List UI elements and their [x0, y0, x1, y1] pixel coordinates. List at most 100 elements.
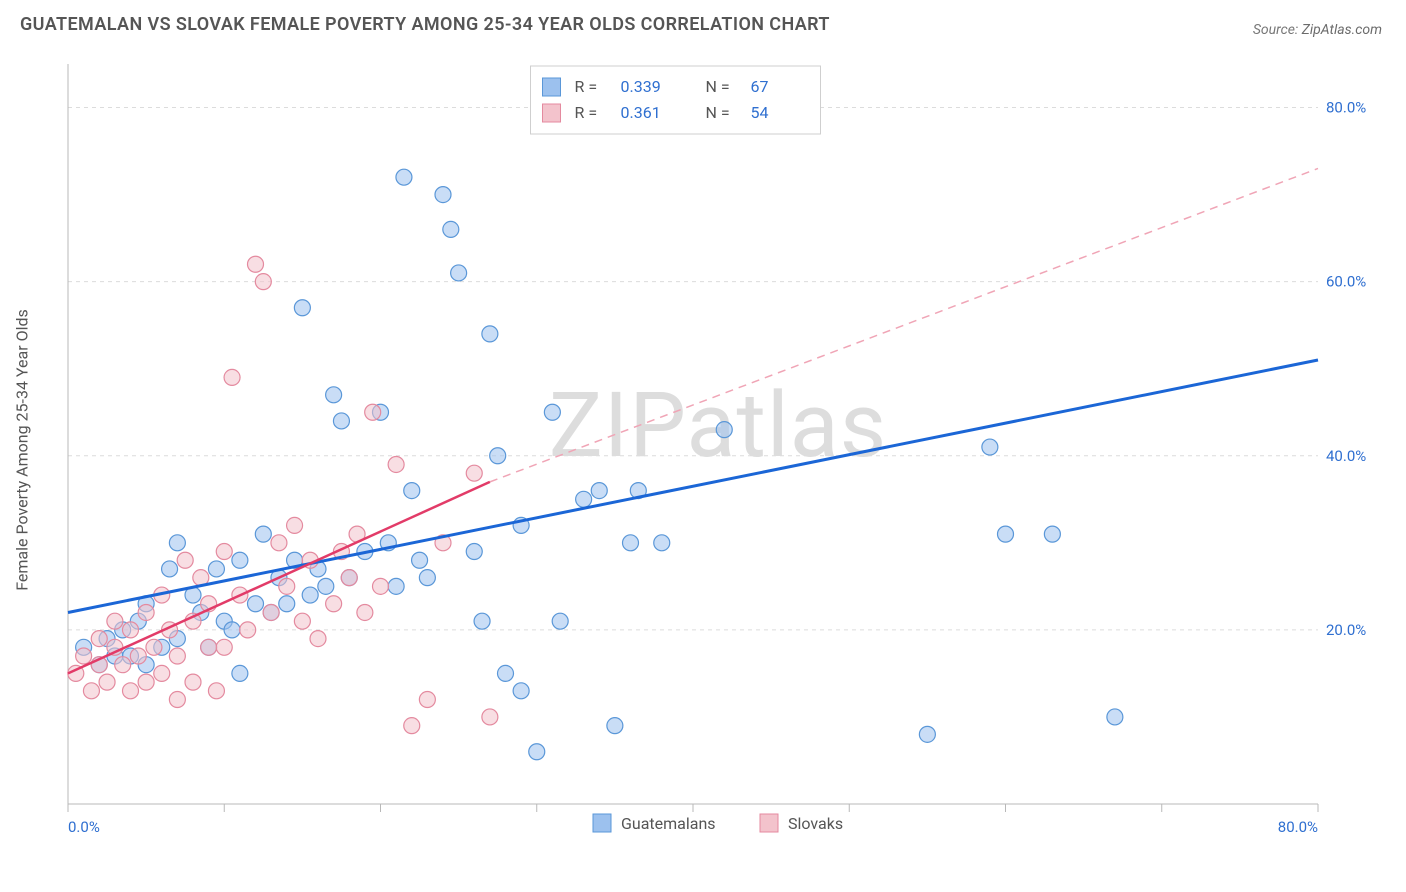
scatter-point-slovaks [146, 639, 162, 655]
scatter-point-slovaks [185, 674, 201, 690]
scatter-point-slovaks [201, 639, 217, 655]
legend: Guatemalans Slovaks [593, 814, 843, 833]
y-tick-label: 40.0% [1326, 447, 1366, 465]
scatter-point-slovaks [169, 648, 185, 664]
stats-n-label: N = [706, 103, 730, 122]
scatter-point-slovaks [263, 604, 279, 620]
stats-r-label: R = [575, 103, 598, 122]
scatter-point-slovaks [419, 692, 435, 708]
y-tick-label: 80.0% [1326, 99, 1366, 117]
scatter-point-slovaks [123, 622, 139, 638]
chart-svg: ZIPatlas0.0%80.0%20.0%40.0%60.0%80.0%R =… [40, 54, 1376, 846]
scatter-point-guatemalans [716, 422, 732, 438]
scatter-point-slovaks [357, 604, 373, 620]
scatter-point-guatemalans [490, 448, 506, 464]
scatter-point-slovaks [216, 544, 232, 560]
scatter-point-guatemalans [466, 544, 482, 560]
scatter-point-guatemalans [919, 726, 935, 742]
scatter-point-guatemalans [482, 326, 498, 342]
source-attribution: Source: ZipAtlas.com [1253, 22, 1382, 38]
scatter-point-slovaks [83, 683, 99, 699]
scatter-point-slovaks [365, 404, 381, 420]
stats-n-value: 54 [751, 103, 769, 122]
scatter-point-slovaks [373, 578, 389, 594]
source-value: ZipAtlas.com [1302, 22, 1382, 38]
scatter-point-guatemalans [451, 265, 467, 281]
scatter-point-guatemalans [529, 744, 545, 760]
scatter-point-slovaks [99, 674, 115, 690]
scatter-point-guatemalans [552, 613, 568, 629]
legend-label: Slovaks [788, 814, 843, 833]
scatter-point-slovaks [115, 657, 131, 673]
legend-label: Guatemalans [621, 814, 716, 833]
scatter-point-guatemalans [326, 387, 342, 403]
scatter-point-guatemalans [419, 570, 435, 586]
y-axis-label: Female Poverty Among 25-34 Year Olds [13, 309, 32, 591]
scatter-point-slovaks [341, 570, 357, 586]
stats-r-value: 0.361 [621, 103, 661, 122]
scatter-point-guatemalans [982, 439, 998, 455]
scatter-point-guatemalans [1107, 709, 1123, 725]
scatter-point-guatemalans [248, 596, 264, 612]
scatter-point-guatemalans [443, 221, 459, 237]
scatter-point-slovaks [388, 456, 404, 472]
scatter-point-slovaks [310, 631, 326, 647]
legend-swatch [593, 814, 611, 832]
stats-box: R = 0.339 N = 67 R = 0.361 N = 54 [531, 66, 821, 134]
scatter-point-guatemalans [474, 613, 490, 629]
scatter-point-slovaks [208, 683, 224, 699]
scatter-point-guatemalans [404, 483, 420, 499]
scatter-point-guatemalans [162, 561, 178, 577]
scatter-point-slovaks [91, 631, 107, 647]
scatter-point-guatemalans [208, 561, 224, 577]
scatter-point-slovaks [279, 578, 295, 594]
scatter-point-slovaks [224, 369, 240, 385]
scatter-point-slovaks [466, 465, 482, 481]
scatter-point-guatemalans [169, 535, 185, 551]
scatter-point-slovaks [107, 613, 123, 629]
y-tick-label: 20.0% [1326, 621, 1366, 639]
chart-container: GUATEMALAN VS SLOVAK FEMALE POVERTY AMON… [0, 0, 1406, 892]
scatter-point-guatemalans [396, 169, 412, 185]
scatter-point-guatemalans [998, 526, 1014, 542]
x-tick-label: 0.0% [68, 818, 100, 836]
scatter-point-slovaks [255, 274, 271, 290]
chart-area: Female Poverty Among 25-34 Year Olds ZIP… [40, 54, 1376, 846]
y-tick-label: 60.0% [1326, 273, 1366, 291]
stats-r-value: 0.339 [621, 77, 661, 96]
scatter-point-guatemalans [623, 535, 639, 551]
scatter-point-guatemalans [412, 552, 428, 568]
scatter-point-slovaks [248, 256, 264, 272]
scatter-point-guatemalans [1044, 526, 1060, 542]
scatter-point-guatemalans [544, 404, 560, 420]
scatter-point-slovaks [287, 517, 303, 533]
scatter-point-slovaks [216, 639, 232, 655]
scatter-point-guatemalans [232, 552, 248, 568]
stats-swatch [543, 78, 561, 96]
stats-n-label: N = [706, 77, 730, 96]
scatter-point-guatemalans [294, 300, 310, 316]
scatter-point-guatemalans [318, 578, 334, 594]
chart-title: GUATEMALAN VS SLOVAK FEMALE POVERTY AMON… [20, 14, 830, 35]
scatter-point-slovaks [326, 596, 342, 612]
scatter-point-guatemalans [435, 187, 451, 203]
scatter-point-slovaks [138, 674, 154, 690]
scatter-point-guatemalans [232, 665, 248, 681]
scatter-point-slovaks [154, 665, 170, 681]
scatter-point-guatemalans [255, 526, 271, 542]
scatter-point-slovaks [294, 613, 310, 629]
scatter-point-slovaks [271, 535, 287, 551]
scatter-point-guatemalans [591, 483, 607, 499]
trend-line-slovaks-extrapolated [490, 168, 1318, 481]
stats-n-value: 67 [751, 77, 769, 96]
stats-r-label: R = [575, 77, 598, 96]
scatter-point-slovaks [138, 604, 154, 620]
scatter-point-guatemalans [224, 622, 240, 638]
scatter-point-slovaks [130, 648, 146, 664]
scatter-point-guatemalans [654, 535, 670, 551]
scatter-point-guatemalans [498, 665, 514, 681]
legend-swatch [760, 814, 778, 832]
scatter-point-guatemalans [607, 718, 623, 734]
scatter-point-guatemalans [513, 683, 529, 699]
scatter-point-guatemalans [388, 578, 404, 594]
